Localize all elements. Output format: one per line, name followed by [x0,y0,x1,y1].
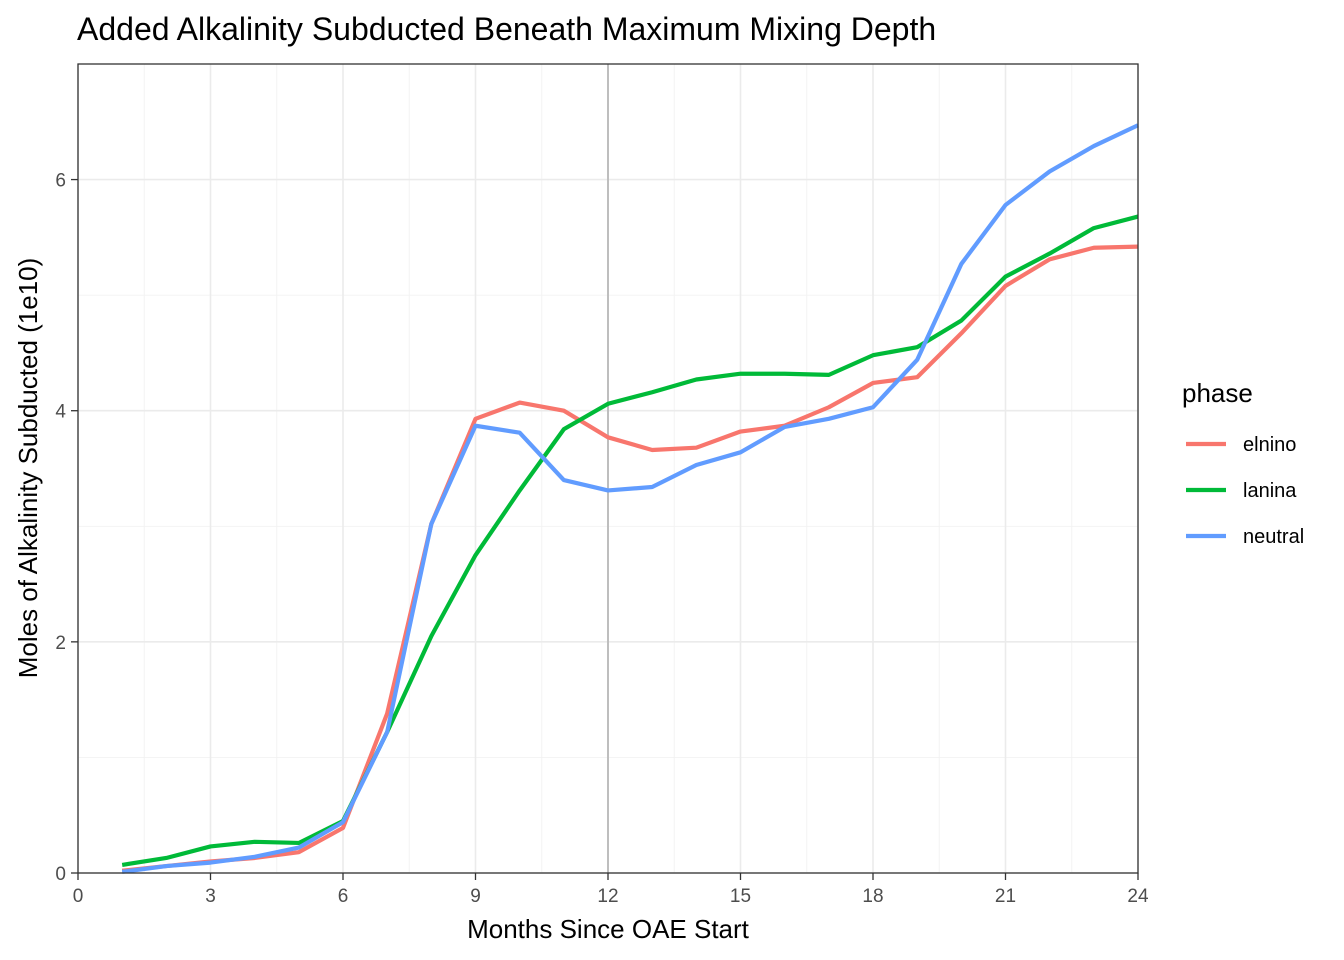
x-axis-ticks: 0 3 6 9 12 15 18 21 24 [73,873,1149,907]
legend-item-neutral: neutral [1186,526,1304,548]
y-tick-label: 4 [55,402,66,423]
x-tick-label: 12 [597,886,618,907]
x-tick-label: 3 [205,886,216,907]
x-tick-label: 24 [1127,886,1149,907]
series-lines [121,123,1139,874]
legend-label-elnino: elnino [1243,434,1296,456]
x-tick-label: 0 [73,886,84,907]
x-tick-label: 18 [862,886,883,907]
x-tick-label: 6 [338,886,349,907]
legend-item-lanina: lanina [1186,480,1297,502]
series-line-elnino [121,244,1139,873]
legend-label-lanina: lanina [1243,480,1297,502]
legend-item-elnino: elnino [1186,434,1296,456]
series-line-lanina [121,214,1139,867]
x-tick-label: 9 [470,886,481,907]
chart-title: Added Alkalinity Subducted Beneath Maxim… [77,11,936,47]
y-tick-label: 6 [55,171,66,192]
legend-title: phase [1182,378,1253,408]
x-axis-label: Months Since OAE Start [467,914,750,944]
series-line-neutral [121,123,1139,874]
y-tick-label: 0 [55,864,66,885]
legend: phase elnino lanina neutral [1182,378,1304,548]
y-tick-label: 2 [55,633,66,654]
legend-items: elnino lanina neutral [1186,434,1304,548]
legend-label-neutral: neutral [1243,526,1304,548]
x-tick-label: 21 [995,886,1016,907]
y-axis-ticks: 0 2 4 6 [55,171,78,885]
x-tick-label: 15 [730,886,751,907]
y-axis-label: Moles of Alkalinity Subducted (1e10) [13,258,43,679]
